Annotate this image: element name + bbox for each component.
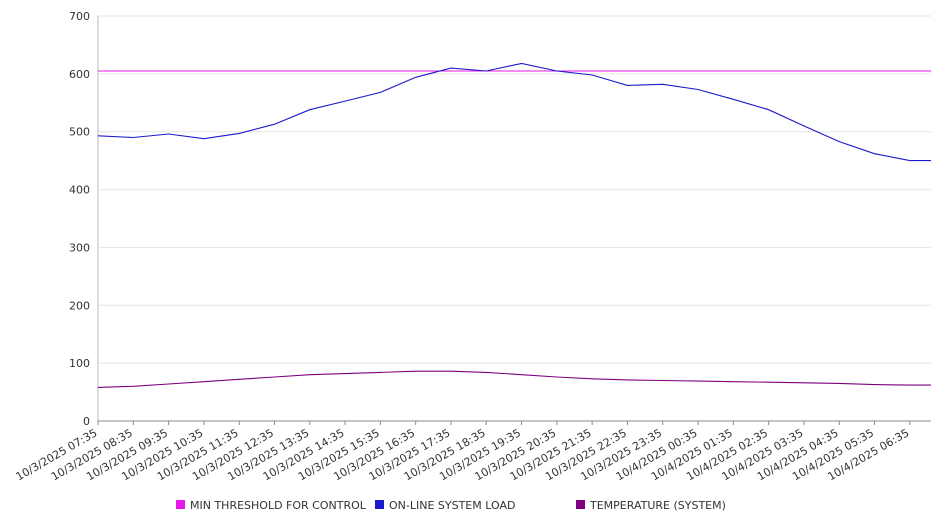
series-line-1 bbox=[97, 62, 931, 162]
y-tick-labels: 0 100 200 300 400 500 600 700 bbox=[69, 10, 90, 428]
legend-label: MIN THRESHOLD FOR CONTROL bbox=[190, 499, 367, 512]
y-tick-label: 0 bbox=[83, 415, 90, 428]
legend-swatch bbox=[176, 500, 185, 509]
y-tick-label: 300 bbox=[69, 241, 90, 254]
series-lines bbox=[97, 62, 931, 388]
y-tick-label: 500 bbox=[69, 126, 90, 139]
y-tick-label: 400 bbox=[69, 184, 90, 197]
series-line-2 bbox=[97, 370, 931, 388]
y-tick-label: 600 bbox=[69, 68, 90, 81]
legend-swatch bbox=[375, 500, 384, 509]
legend-label: ON-LINE SYSTEM LOAD bbox=[389, 499, 515, 512]
legend: MIN THRESHOLD FOR CONTROL ON-LINE SYSTEM … bbox=[176, 499, 726, 512]
grid-lines bbox=[98, 15, 931, 364]
legend-label: TEMPERATURE (SYSTEM) bbox=[589, 499, 726, 512]
axes bbox=[97, 16, 931, 425]
y-tick-label: 200 bbox=[69, 299, 90, 312]
y-tick-label: 700 bbox=[69, 10, 90, 23]
y-tick-label: 100 bbox=[69, 357, 90, 370]
legend-swatch bbox=[576, 500, 585, 509]
